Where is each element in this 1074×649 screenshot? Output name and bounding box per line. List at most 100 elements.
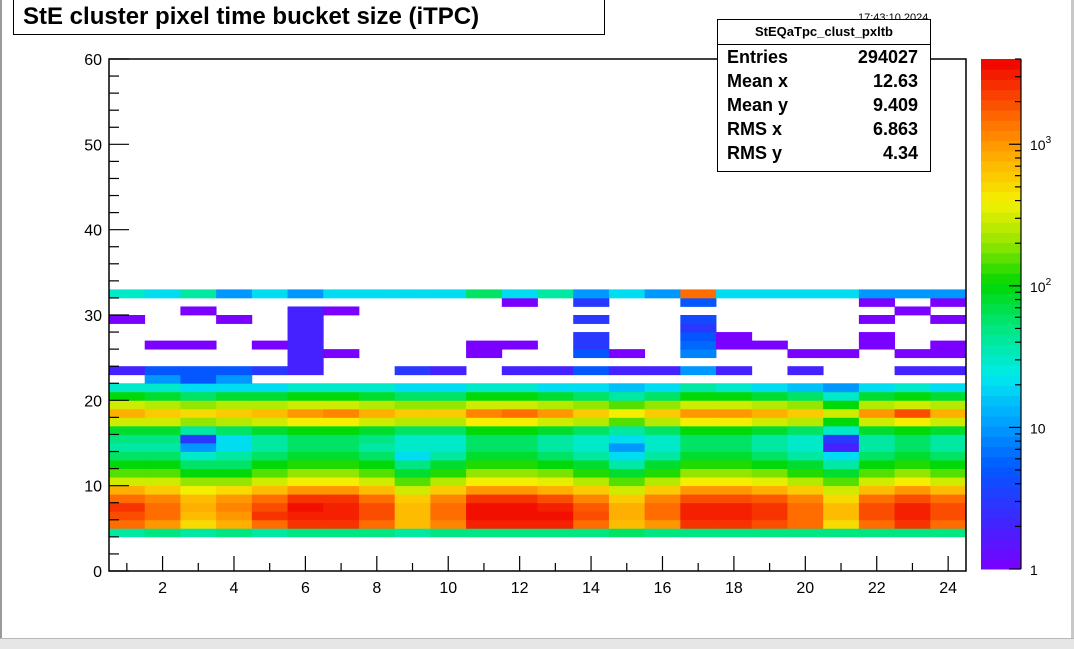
heatmap-cell (216, 434, 253, 444)
heatmap-cell (680, 340, 717, 350)
heatmap-cell (716, 408, 753, 418)
heatmap-cell (644, 485, 681, 495)
heatmap-cell (430, 425, 467, 435)
stats-row-rms-y: RMS y 4.34 (718, 141, 930, 165)
heatmap-cell (358, 460, 396, 469)
heatmap-cell (680, 297, 717, 307)
heatmap-cell (394, 494, 431, 504)
heatmap-cell (216, 519, 253, 529)
heatmap-cell (287, 357, 324, 367)
heatmap-cell (430, 391, 467, 401)
heatmap-cell (144, 494, 181, 504)
heatmap-cell (430, 451, 467, 461)
heatmap-cell (716, 460, 753, 469)
heatmap-cell (537, 451, 574, 461)
heatmap-cell (180, 494, 217, 504)
heatmap-cell (394, 519, 431, 529)
heatmap-cell (680, 366, 717, 376)
palette-swatch (981, 303, 1021, 315)
heatmap-cell (109, 468, 146, 478)
heatmap-cell (430, 528, 467, 538)
heatmap-cell (109, 383, 146, 393)
heatmap-cell (358, 417, 396, 427)
heatmap-cell (537, 511, 574, 521)
canvas-right-border (1071, 0, 1074, 638)
heatmap-cell (394, 528, 431, 538)
heatmap-cell (930, 502, 966, 512)
heatmap-cell (608, 425, 646, 435)
heatmap-cell (287, 400, 324, 410)
heatmap-cell (930, 460, 966, 469)
heatmap-cell (358, 425, 396, 435)
heatmap-cell (109, 485, 146, 495)
heatmap-cell (394, 383, 431, 393)
heatmap-cell (287, 460, 324, 469)
heatmap-cell (573, 451, 610, 461)
heatmap-cell (894, 408, 931, 418)
palette-swatch (981, 150, 1021, 162)
heatmap-cell (858, 383, 895, 393)
palette-swatch (981, 538, 1021, 550)
heatmap-cell (537, 502, 574, 512)
heatmap-cell (323, 511, 360, 521)
heatmap-cell (109, 519, 146, 529)
heatmap-cell (394, 434, 431, 444)
palette-swatch (981, 59, 1021, 70)
heatmap-cell (180, 519, 217, 529)
heatmap-cell (358, 511, 396, 521)
heatmap-cell (894, 400, 931, 410)
heatmap-cell (858, 468, 895, 478)
heatmap-cell (287, 477, 324, 487)
heatmap-cell (430, 417, 467, 427)
heatmap-cell (466, 502, 503, 512)
heatmap-cell (501, 366, 538, 376)
heatmap-cell (109, 289, 146, 299)
palette-swatch (981, 395, 1021, 407)
heatmap-cell (144, 477, 181, 487)
heatmap-cell (251, 400, 288, 410)
stats-value: 12.63 (872, 71, 918, 91)
heatmap-cell (430, 519, 467, 529)
heatmap-cell (501, 494, 538, 504)
heatmap-cell (501, 460, 538, 469)
heatmap-cell (787, 417, 824, 427)
heatmap-cell (466, 494, 503, 504)
stats-key: Entries (727, 47, 789, 67)
heatmap-cell (751, 494, 788, 504)
heatmap-cell (716, 477, 753, 487)
heatmap-cell (501, 477, 538, 487)
heatmap-cell (109, 451, 146, 461)
heatmap-cell (787, 451, 824, 461)
heatmap-cell (109, 460, 146, 469)
palette-swatch (981, 375, 1021, 386)
heatmap-cell (573, 366, 610, 376)
stats-value: 294027 (857, 47, 918, 67)
heatmap-cell (144, 366, 181, 376)
heatmap-cell (858, 494, 895, 504)
heatmap-cell (144, 485, 181, 495)
heatmap-cell (858, 485, 895, 495)
heatmap-cell (608, 443, 646, 452)
heatmap-cell (608, 391, 646, 401)
heatmap-cell (501, 297, 538, 307)
heatmap-cell (573, 485, 610, 495)
heatmap-cell (751, 434, 788, 444)
stats-box[interactable]: StEQaTpc_clust_pxltb Entries 294027 Mean… (717, 19, 931, 172)
heatmap-cell (109, 443, 146, 452)
heatmap-cell (537, 417, 574, 427)
heatmap-cell (716, 289, 753, 299)
heatmap-cell (608, 451, 646, 461)
heatmap-cell (680, 528, 717, 538)
stats-title: StEQaTpc_clust_pxltb (718, 20, 930, 45)
heatmap-cell (894, 306, 931, 316)
heatmap-cell (144, 417, 181, 427)
heatmap-cell (287, 502, 324, 512)
heatmap-cell (858, 315, 895, 324)
heatmap-cell (644, 451, 681, 461)
heatmap-cell (537, 391, 574, 401)
heatmap-cell (216, 460, 253, 469)
heatmap-cell (680, 511, 717, 521)
heatmap-cell (144, 511, 181, 521)
heatmap-cell (537, 494, 574, 504)
heatmap-cell (180, 374, 217, 384)
